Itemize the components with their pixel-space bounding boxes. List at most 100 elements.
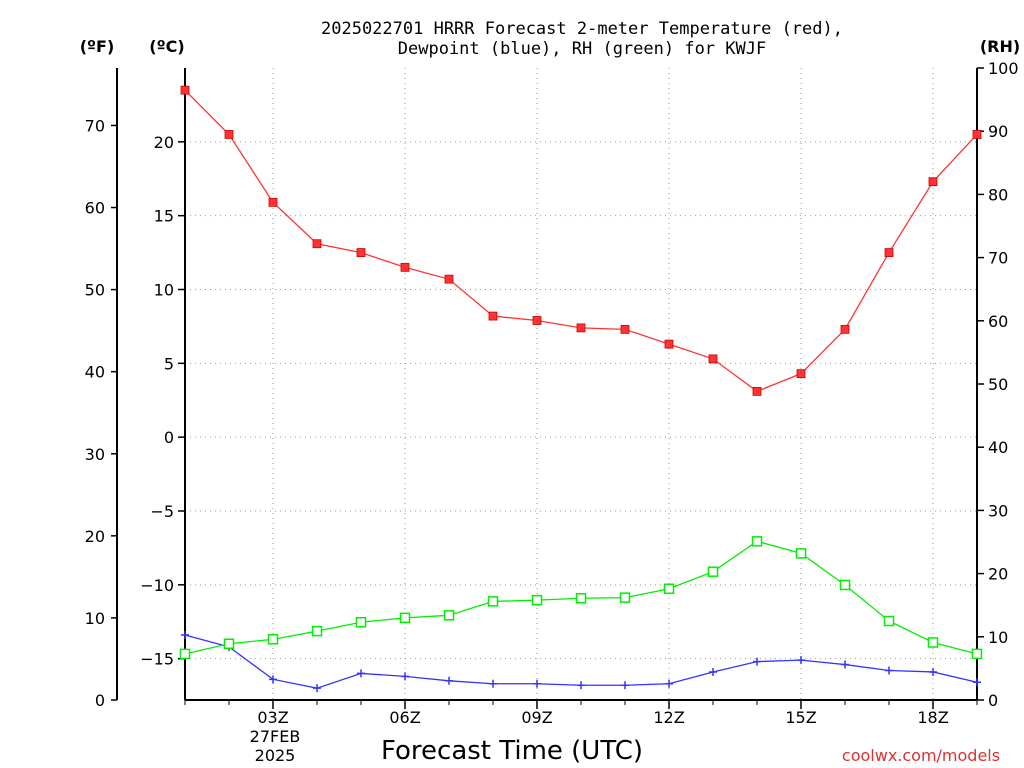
credit-label: coolwx.com/models	[842, 746, 1000, 765]
rh-point	[575, 592, 587, 604]
dewpoint-point	[973, 678, 981, 687]
rh-unit-label: (RH)	[980, 37, 1020, 56]
rh-point	[971, 648, 983, 660]
temperature-point	[488, 311, 498, 321]
rh-point	[531, 594, 543, 606]
series-1	[181, 631, 981, 693]
rh-point	[619, 592, 631, 603]
x-axis-title: Forecast Time (UTC)	[381, 736, 643, 766]
temperature-point	[664, 339, 674, 349]
fahrenheit-unit-label: (ºF)	[80, 37, 115, 56]
temperature-point	[180, 85, 190, 95]
rh-tick-label: 100	[988, 59, 1019, 78]
fahrenheit-tick-label: 30	[85, 445, 105, 464]
rh-point	[487, 596, 499, 607]
temperature-point	[708, 354, 718, 364]
temperature-point	[752, 386, 762, 396]
temperature-point	[576, 323, 586, 333]
dewpoint-point	[885, 666, 893, 675]
temperature-point	[972, 130, 982, 139]
fahrenheit-tick-label: 60	[85, 199, 105, 218]
time-tick-label: 12Z	[653, 708, 684, 727]
celsius-axis: 20 15 10 5 0 −5 −10 −15	[140, 133, 185, 669]
rh-point	[267, 634, 279, 645]
fahrenheit-tick-label: 10	[85, 609, 105, 628]
time-tick-label: 06Z	[389, 708, 420, 727]
temperature-point	[532, 316, 542, 325]
fahrenheit-tick-label: 40	[85, 363, 105, 382]
rh-point	[927, 637, 939, 648]
temperature-point	[620, 324, 630, 334]
temperature-point	[884, 248, 894, 257]
rh-point	[399, 612, 411, 624]
rh-tick-label: 80	[988, 185, 1008, 204]
fahrenheit-tick-label: 20	[85, 527, 105, 546]
dewpoint-point	[621, 681, 629, 690]
time-tick-label: 03Z	[257, 708, 288, 727]
celsius-tick-label: −5	[150, 502, 174, 521]
temperature-point	[400, 262, 410, 272]
temperature-point	[928, 177, 938, 187]
temperature-point	[268, 197, 278, 207]
rh-point	[179, 648, 191, 660]
celsius-unit-label: (ºC)	[149, 37, 184, 56]
dewpoint-point	[929, 667, 937, 676]
dewpoint-point	[269, 675, 277, 684]
rh-point	[883, 615, 895, 627]
dewpoint-point	[709, 667, 717, 676]
dewpoint-point	[797, 656, 805, 665]
dewpoint-point	[753, 657, 761, 666]
fahrenheit-tick-label: 0	[95, 691, 105, 710]
rh-tick-label: 50	[988, 375, 1008, 394]
celsius-tick-label: 10	[154, 280, 174, 299]
temperature-point	[356, 248, 366, 257]
celsius-tick-label: −10	[140, 576, 174, 595]
rh-tick-label: 20	[988, 565, 1008, 584]
data-series	[179, 85, 983, 693]
rh-tick-label: 60	[988, 312, 1008, 331]
date-label-year: 2025	[255, 746, 296, 765]
celsius-tick-label: −15	[140, 650, 174, 669]
temperature-point	[312, 239, 322, 249]
rh-point	[751, 536, 763, 547]
time-tick-label: 09Z	[521, 708, 552, 727]
dewpoint-point	[841, 660, 849, 669]
rh-tick-label: 40	[988, 438, 1008, 457]
dewpoint-point	[401, 672, 409, 681]
rh-point	[223, 638, 235, 650]
celsius-tick-label: 15	[154, 207, 174, 226]
rh-point	[663, 583, 675, 595]
dewpoint-point	[533, 679, 541, 688]
rh-axis: 0 10 20 30 40 50 60 70 80 90 100	[977, 59, 1019, 710]
rh-tick-label: 0	[988, 691, 998, 710]
dewpoint-point	[445, 676, 453, 685]
fahrenheit-axis: 0 10 20 30 40 50 60 70	[85, 116, 117, 710]
dewpoint-point	[665, 679, 673, 688]
series-line-0	[184, 89, 978, 393]
celsius-tick-label: 20	[154, 133, 174, 152]
rh-point	[311, 625, 323, 637]
temperature-point	[840, 324, 850, 334]
series-2	[179, 536, 983, 660]
dewpoint-point	[489, 679, 497, 688]
dewpoint-point	[313, 684, 321, 693]
chart-title-line-2: Dewpoint (blue), RH (green) for KWJF	[398, 39, 766, 59]
rh-point	[839, 579, 851, 591]
rh-tick-label: 10	[988, 628, 1008, 647]
rh-tick-label: 90	[988, 122, 1008, 141]
time-tick-label: 15Z	[785, 708, 816, 727]
time-axis: 03Z 06Z 09Z 12Z 15Z 18Z	[184, 700, 978, 727]
dewpoint-point	[357, 669, 365, 678]
celsius-tick-label: 0	[164, 428, 174, 447]
dewpoint-point	[181, 631, 189, 640]
series-0	[180, 85, 982, 396]
date-label-day: 27FEB	[250, 727, 301, 746]
rh-point	[355, 617, 367, 628]
rh-tick-label: 70	[988, 249, 1008, 268]
temperature-point	[224, 130, 234, 139]
fahrenheit-tick-label: 50	[85, 281, 105, 300]
time-tick-label: 18Z	[917, 708, 948, 727]
temperature-point	[796, 369, 806, 379]
fahrenheit-tick-label: 70	[85, 116, 105, 135]
